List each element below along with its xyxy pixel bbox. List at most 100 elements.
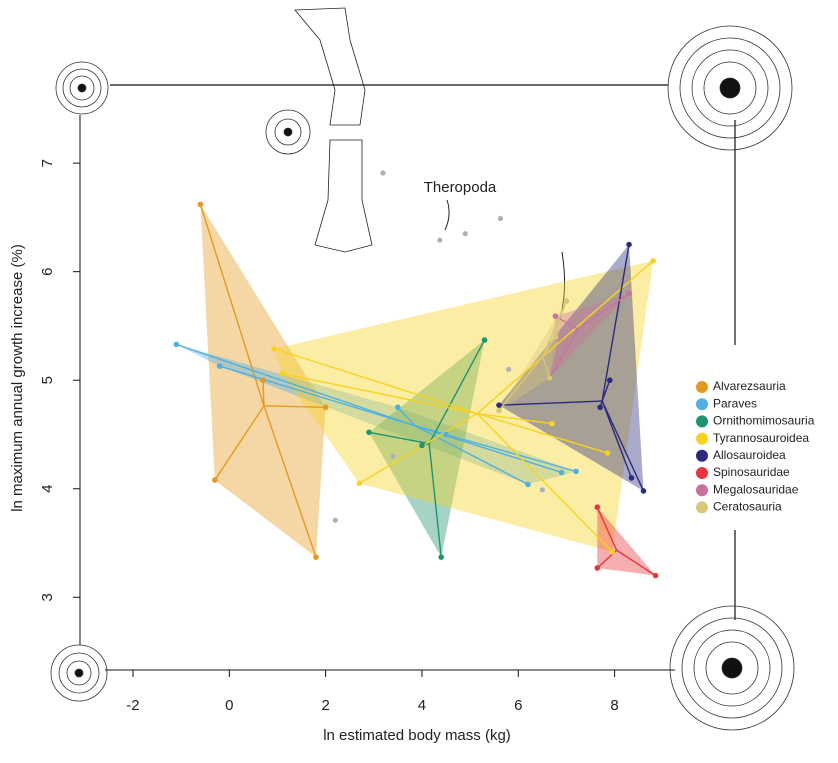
- point: [597, 404, 603, 411]
- link: [414, 425, 562, 474]
- frame: [110, 84, 736, 620]
- link: [601, 400, 633, 479]
- point: [650, 258, 656, 264]
- hull: [597, 507, 656, 576]
- hull: [499, 300, 567, 411]
- other-point: [437, 237, 443, 243]
- other-point: [332, 517, 338, 523]
- other-point: [380, 170, 386, 176]
- y-tick-label: 6: [39, 268, 56, 276]
- link: [219, 365, 416, 427]
- link: [414, 425, 577, 473]
- point: [594, 565, 601, 571]
- legend-label: Ornithomimosauria: [713, 414, 815, 428]
- point: [573, 468, 579, 475]
- other-point: [506, 366, 512, 372]
- legend-label: Allosauroidea: [713, 448, 786, 462]
- legend-label: Spinosauridae: [713, 465, 790, 479]
- point: [652, 572, 659, 579]
- hull: [549, 293, 630, 379]
- link: [498, 356, 544, 412]
- legend-swatch: [696, 449, 708, 462]
- x-tick-label: 6: [514, 697, 522, 714]
- x-tick-label: 4: [418, 697, 426, 714]
- y-axis-label: ln maximum annual growth increase (%): [9, 244, 26, 512]
- y-tick-label: 4: [39, 485, 56, 493]
- point: [525, 481, 531, 488]
- link: [263, 405, 326, 409]
- legend-swatch: [696, 432, 708, 445]
- point: [552, 333, 559, 340]
- point: [197, 201, 204, 208]
- link: [358, 412, 478, 484]
- legend-label: Alvarezsauria: [713, 379, 786, 393]
- point: [212, 477, 218, 483]
- hulls: [176, 204, 656, 576]
- link: [273, 348, 478, 415]
- link: [428, 339, 486, 445]
- legend-swatch: [696, 381, 708, 393]
- point: [628, 475, 635, 481]
- other-point: [539, 487, 545, 493]
- point: [443, 431, 449, 438]
- link: [428, 443, 442, 558]
- legend-swatch: [696, 398, 708, 411]
- point: [594, 504, 601, 510]
- point: [549, 420, 555, 427]
- growth-ring-icons: [50, 7, 795, 731]
- x-axis-label: ln estimated body mass (kg): [323, 727, 511, 744]
- hull: [499, 244, 644, 491]
- point: [496, 402, 502, 408]
- point: [322, 404, 329, 411]
- point: [419, 442, 425, 449]
- point: [604, 450, 611, 456]
- point: [356, 480, 363, 487]
- points: [173, 170, 659, 579]
- link: [262, 380, 265, 406]
- x-tick-label: 0: [225, 697, 233, 714]
- point: [609, 548, 615, 555]
- x-tick-label: 8: [610, 697, 618, 714]
- link: [596, 506, 618, 551]
- link: [397, 406, 416, 427]
- link: [476, 412, 608, 454]
- links: [176, 204, 656, 577]
- point: [552, 313, 559, 319]
- legend-swatch: [696, 415, 708, 428]
- y-tick-label: 5: [39, 376, 56, 384]
- point: [546, 375, 553, 381]
- point: [279, 370, 286, 377]
- point: [640, 488, 647, 494]
- other-point: [462, 231, 468, 237]
- legend-swatch: [696, 467, 708, 479]
- link: [601, 244, 630, 402]
- point: [626, 241, 632, 248]
- link: [541, 300, 568, 357]
- point: [626, 290, 632, 297]
- legend-label: Paraves: [713, 396, 757, 410]
- point: [438, 554, 445, 560]
- point: [366, 429, 372, 436]
- legend-label: Megalosauridae: [713, 482, 799, 496]
- link: [282, 373, 478, 415]
- x-tick-label: -2: [126, 697, 139, 714]
- point: [496, 407, 502, 414]
- legend-swatch: [696, 484, 708, 497]
- link: [199, 204, 265, 407]
- y-tick-label: 7: [39, 159, 56, 167]
- point: [481, 337, 488, 343]
- annotation-arrow: [444, 199, 450, 231]
- point: [173, 341, 180, 348]
- link: [477, 412, 553, 425]
- annotation: Theropoda: [424, 179, 497, 196]
- link: [476, 413, 613, 553]
- other-point: [390, 453, 396, 459]
- link: [176, 343, 416, 427]
- point: [271, 345, 277, 352]
- x-tick-label: 2: [321, 697, 329, 714]
- y-tick-label: 3: [39, 593, 56, 601]
- link: [548, 328, 579, 379]
- point: [606, 377, 613, 384]
- link: [498, 400, 603, 406]
